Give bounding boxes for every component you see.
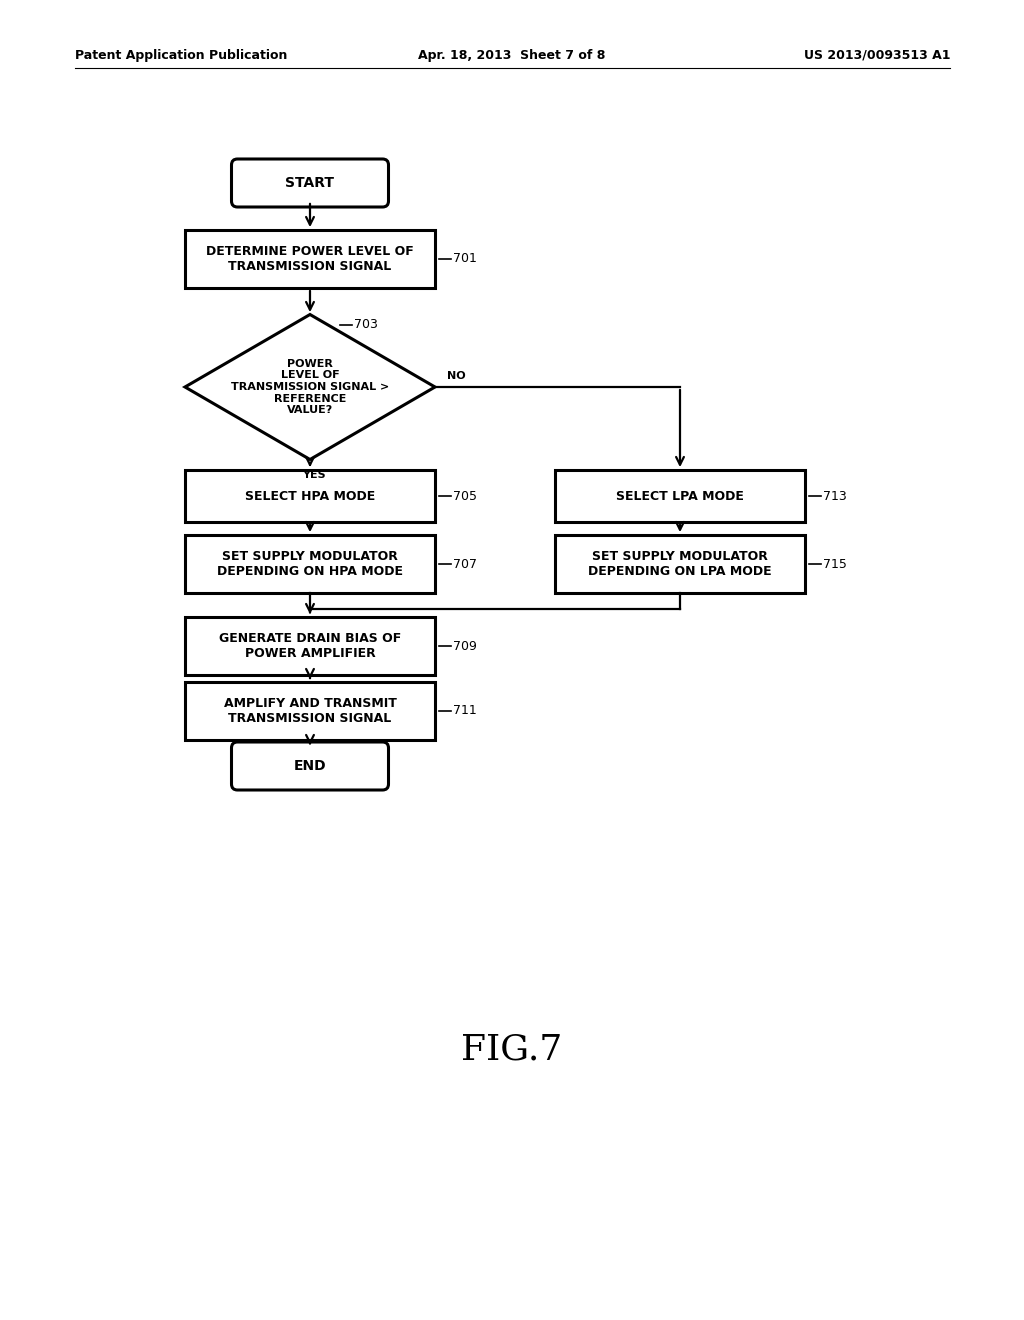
Bar (185, 682, 435, 741)
Bar (555, 470, 805, 521)
Text: END: END (294, 759, 327, 774)
FancyBboxPatch shape (231, 742, 388, 789)
Bar (555, 535, 805, 593)
Bar (185, 230, 435, 288)
Text: 705: 705 (453, 490, 477, 503)
Text: START: START (286, 176, 335, 190)
Text: 715: 715 (823, 557, 847, 570)
Bar (185, 535, 435, 593)
Text: 703: 703 (354, 318, 378, 331)
FancyBboxPatch shape (231, 158, 388, 207)
Text: DETERMINE POWER LEVEL OF
TRANSMISSION SIGNAL: DETERMINE POWER LEVEL OF TRANSMISSION SI… (206, 246, 414, 273)
Text: SELECT HPA MODE: SELECT HPA MODE (245, 490, 375, 503)
Text: 713: 713 (823, 490, 847, 503)
Text: Patent Application Publication: Patent Application Publication (75, 49, 288, 62)
Text: Apr. 18, 2013  Sheet 7 of 8: Apr. 18, 2013 Sheet 7 of 8 (419, 49, 605, 62)
Text: FIG.7: FIG.7 (462, 1034, 562, 1067)
Text: 701: 701 (453, 252, 477, 265)
Text: SELECT LPA MODE: SELECT LPA MODE (616, 490, 744, 503)
Polygon shape (185, 314, 435, 459)
Text: NO: NO (447, 371, 466, 381)
Text: SET SUPPLY MODULATOR
DEPENDING ON LPA MODE: SET SUPPLY MODULATOR DEPENDING ON LPA MO… (588, 550, 772, 578)
Text: YES: YES (302, 470, 326, 480)
Text: 707: 707 (453, 557, 477, 570)
Text: AMPLIFY AND TRANSMIT
TRANSMISSION SIGNAL: AMPLIFY AND TRANSMIT TRANSMISSION SIGNAL (223, 697, 396, 725)
Text: 711: 711 (453, 705, 477, 718)
Text: US 2013/0093513 A1: US 2013/0093513 A1 (804, 49, 950, 62)
Text: SET SUPPLY MODULATOR
DEPENDING ON HPA MODE: SET SUPPLY MODULATOR DEPENDING ON HPA MO… (217, 550, 403, 578)
Text: POWER
LEVEL OF
TRANSMISSION SIGNAL >
REFERENCE
VALUE?: POWER LEVEL OF TRANSMISSION SIGNAL > REF… (230, 359, 389, 416)
Bar (185, 616, 435, 675)
Bar (185, 470, 435, 521)
Text: 709: 709 (453, 639, 477, 652)
Text: GENERATE DRAIN BIAS OF
POWER AMPLIFIER: GENERATE DRAIN BIAS OF POWER AMPLIFIER (219, 632, 401, 660)
